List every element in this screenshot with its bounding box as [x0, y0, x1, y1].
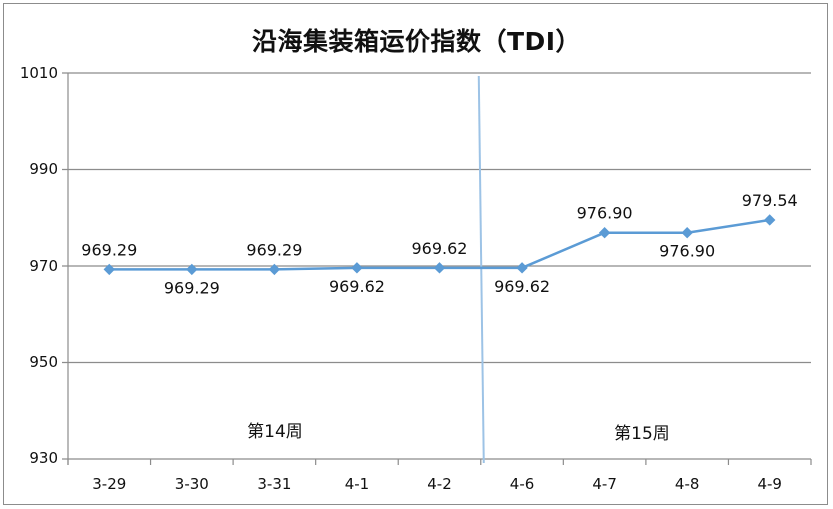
week-label-14: 第14周	[247, 422, 303, 442]
y-tick-label: 970	[29, 257, 58, 275]
y-tick-label: 990	[29, 160, 58, 178]
x-tick-label: 4-2	[427, 475, 452, 493]
chart-title: 沿海集装箱运价指数（TDI）	[251, 27, 582, 56]
data-label: 969.62	[329, 277, 385, 296]
group-layer: 第14周 第15周	[247, 422, 670, 444]
data-point	[681, 227, 693, 239]
data-point	[433, 262, 446, 274]
week-label-15: 第15周	[614, 424, 670, 444]
x-tick-label: 4-7	[592, 475, 617, 493]
data-label: 979.54	[742, 191, 798, 210]
axis-layer: 1010 990 970 950 930 3-29 3-30 3-31 4-1 4-2 4…	[20, 64, 782, 493]
data-label: 976.90	[577, 204, 633, 223]
label-layer: 969.29 969.29 969.29 969.62 969.62 969.62 976.…	[81, 191, 797, 297]
data-label: 969.62	[412, 239, 468, 258]
data-point	[268, 263, 281, 276]
y-tick-label: 950	[29, 353, 58, 371]
x-tick-label: 3-29	[92, 475, 126, 493]
data-label: 969.29	[81, 240, 137, 259]
week-divider-line	[477, 75, 485, 464]
data-point	[186, 263, 198, 276]
x-tick-label: 4-1	[345, 475, 370, 493]
x-tick-label: 3-31	[257, 475, 291, 493]
data-label: 969.29	[164, 278, 220, 297]
x-tick-label: 4-6	[510, 475, 535, 493]
data-point	[351, 262, 363, 274]
y-tick-label: 1010	[20, 64, 58, 82]
x-tick-label: 4-8	[675, 475, 700, 493]
data-label: 976.90	[659, 242, 715, 261]
data-label: 969.29	[246, 240, 302, 259]
x-tick-label: 3-30	[175, 475, 209, 493]
divider-layer	[477, 75, 485, 464]
y-tick-label: 930	[29, 449, 58, 467]
data-point	[103, 263, 115, 276]
series-layer	[103, 214, 776, 276]
data-point	[764, 214, 776, 226]
chart-frame	[3, 3, 828, 505]
data-label: 969.62	[494, 277, 550, 296]
data-point	[516, 262, 528, 274]
data-point	[598, 227, 611, 239]
x-tick-label: 4-9	[757, 475, 782, 493]
